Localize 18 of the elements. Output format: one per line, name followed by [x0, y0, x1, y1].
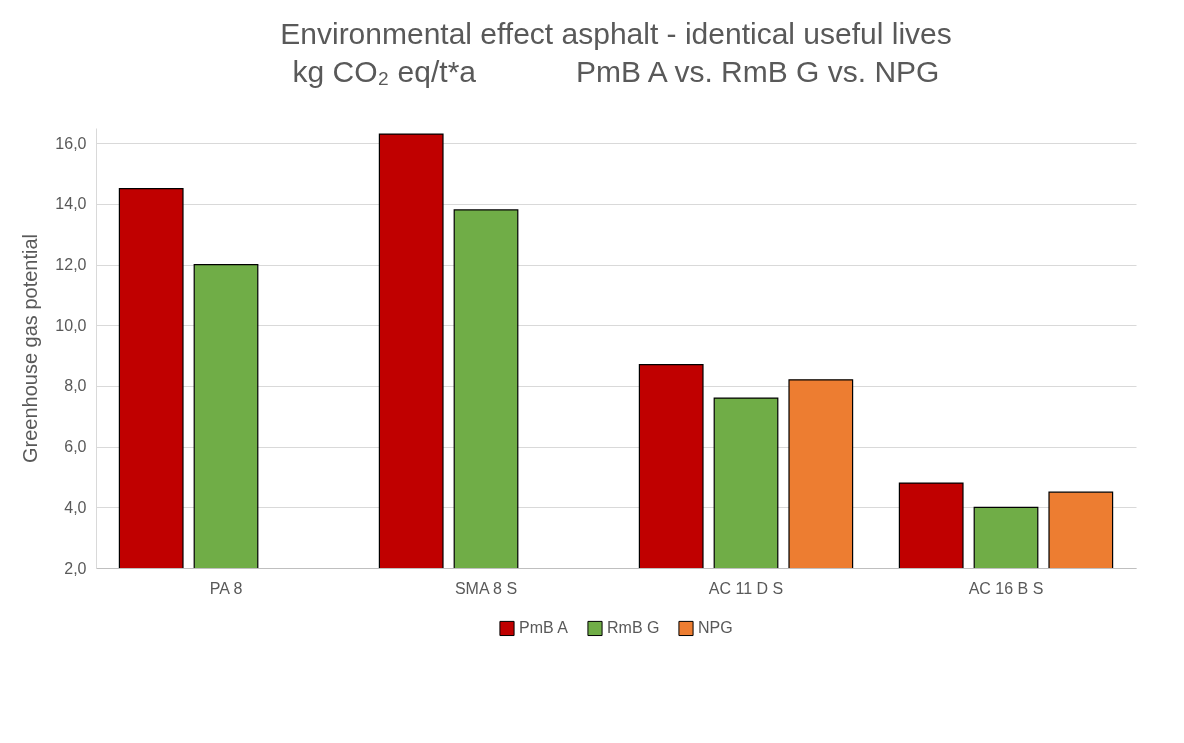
y-tick-label: 16,0: [55, 134, 87, 152]
legend-label: NPG: [698, 619, 733, 637]
y-tick-label: 8,0: [64, 377, 87, 395]
x-tick-label: SMA 8 S: [454, 579, 518, 597]
y-tick-label: 6,0: [64, 438, 87, 456]
legend-label: PmB A: [519, 619, 569, 637]
y-axis-title: Greenhouse gas potential: [19, 233, 42, 464]
y-tick-label: 10,0: [55, 316, 87, 334]
y-tick-label: 2,0: [64, 559, 87, 577]
legend-label: RmB G: [607, 619, 660, 637]
x-tick-label: PA 8: [209, 579, 243, 597]
y-tick-label: 14,0: [55, 195, 87, 213]
chart-title: Environmental effect asphalt - identical useful lives: [280, 17, 952, 50]
x-tick-label: AC 11 D S: [708, 579, 784, 597]
x-tick-label: AC 16 B S: [968, 579, 1044, 597]
y-tick-label: 4,0: [64, 498, 87, 516]
chart-subtitle: kg CO₂ eq/t*a PmB A vs. RmB G vs. NPG: [292, 55, 940, 88]
y-tick-label: 12,0: [55, 256, 87, 274]
